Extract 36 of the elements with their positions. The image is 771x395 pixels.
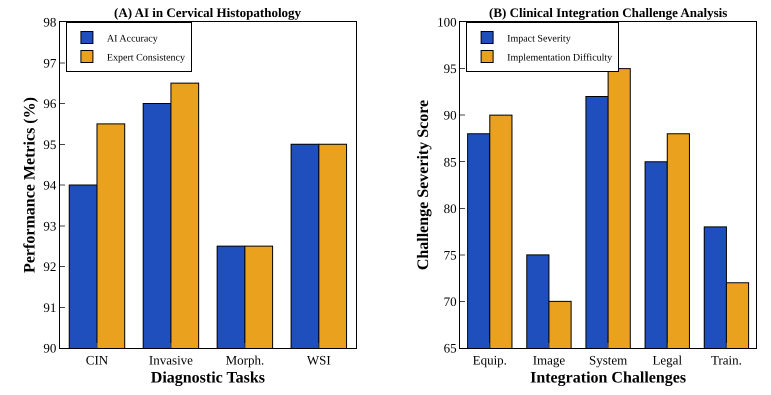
y-tick-label: 80 (444, 200, 457, 216)
y-tick-label: 91 (43, 300, 56, 315)
y-axis-title: Performance Metrics (%) (21, 97, 38, 273)
x-axis-title: Diagnostic Tasks (150, 369, 266, 386)
y-tick-label: 95 (43, 136, 56, 152)
y-tick-label: 95 (444, 61, 457, 76)
y-tick-label: 97 (43, 55, 57, 70)
x-axis-title: Integration Challenges (530, 369, 686, 386)
y-tick-label: 96 (43, 96, 57, 112)
x-tick-label: CIN (86, 352, 109, 368)
y-tick-label: 75 (444, 247, 457, 262)
y-tick-label: 90 (43, 340, 56, 356)
y-tick-label: 92 (43, 259, 56, 274)
x-tick-label: System (588, 352, 628, 368)
x-tick-label: WSI (306, 352, 331, 368)
x-tick-label: Legal (652, 352, 682, 368)
x-tick-label: Equip. (472, 352, 507, 368)
chart-title: (B) Clinical Integration Challenge Analysis (489, 5, 728, 20)
x-tick-label: Image (532, 352, 566, 368)
x-tick-label: Morph. (226, 352, 264, 368)
x-tick-label: Train. (710, 352, 742, 368)
x-tick-label: Invasive (148, 352, 194, 368)
legend-label: Impact Severity (507, 33, 571, 44)
y-tick-label: 100 (437, 14, 457, 30)
y-tick-label: 90 (444, 108, 457, 123)
y-tick-label: 70 (444, 294, 457, 309)
legend-label: AI Accuracy (106, 33, 158, 44)
chart-title: (A) AI in Cervical Histopathology (114, 5, 302, 20)
legend-label: Expert Consistency (106, 52, 185, 64)
legend-label: Implementation Difficulty (507, 52, 612, 64)
y-tick-label: 65 (444, 340, 457, 356)
y-tick-label: 85 (444, 154, 457, 170)
y-tick-label: 98 (43, 14, 56, 30)
y-axis-title: Challenge Severity Score (415, 100, 432, 270)
y-tick-label: 94 (43, 178, 57, 193)
y-tick-label: 93 (43, 218, 56, 234)
